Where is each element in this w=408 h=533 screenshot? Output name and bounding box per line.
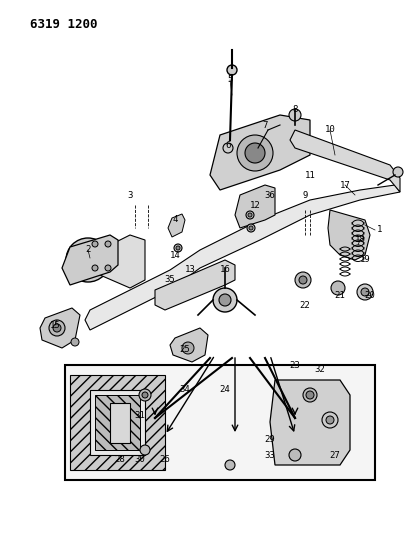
Circle shape xyxy=(219,294,231,306)
Polygon shape xyxy=(270,380,350,465)
Circle shape xyxy=(248,213,252,217)
Polygon shape xyxy=(40,308,80,348)
Text: 9: 9 xyxy=(302,190,308,199)
Text: 21: 21 xyxy=(335,290,346,300)
Circle shape xyxy=(227,65,237,75)
Circle shape xyxy=(105,241,111,247)
Circle shape xyxy=(92,241,98,247)
Polygon shape xyxy=(290,130,400,192)
Polygon shape xyxy=(168,214,185,237)
Circle shape xyxy=(74,246,102,274)
Circle shape xyxy=(173,224,181,232)
Polygon shape xyxy=(328,210,370,260)
Text: 17: 17 xyxy=(339,181,350,190)
Circle shape xyxy=(331,281,345,295)
Bar xyxy=(70,375,165,470)
Text: 13: 13 xyxy=(185,265,195,274)
Circle shape xyxy=(92,265,98,271)
Circle shape xyxy=(66,238,110,282)
Circle shape xyxy=(142,392,148,398)
Text: 32: 32 xyxy=(315,366,325,375)
Polygon shape xyxy=(100,235,145,288)
Circle shape xyxy=(49,320,65,336)
Text: 30: 30 xyxy=(135,456,145,464)
Text: 6319 1200: 6319 1200 xyxy=(30,18,98,31)
Circle shape xyxy=(289,449,301,461)
Circle shape xyxy=(326,416,334,424)
Circle shape xyxy=(174,244,182,252)
Text: 14: 14 xyxy=(170,251,180,260)
Polygon shape xyxy=(210,115,310,190)
Text: 24: 24 xyxy=(220,385,231,394)
Circle shape xyxy=(299,276,307,284)
Text: 16: 16 xyxy=(220,265,231,274)
Text: 19: 19 xyxy=(359,255,370,264)
Circle shape xyxy=(105,265,111,271)
Circle shape xyxy=(393,167,403,177)
Text: 29: 29 xyxy=(265,435,275,445)
Text: 2: 2 xyxy=(85,246,91,254)
Circle shape xyxy=(213,288,237,312)
Text: 34: 34 xyxy=(180,385,191,394)
Text: 28: 28 xyxy=(115,456,125,464)
Circle shape xyxy=(71,338,79,346)
Circle shape xyxy=(139,389,151,401)
Text: 20: 20 xyxy=(365,290,375,300)
Polygon shape xyxy=(235,185,275,228)
Text: 23: 23 xyxy=(290,360,300,369)
Text: 4: 4 xyxy=(172,215,178,224)
Circle shape xyxy=(306,391,314,399)
Circle shape xyxy=(175,226,179,230)
Polygon shape xyxy=(155,260,235,310)
Circle shape xyxy=(246,211,254,219)
Text: 3: 3 xyxy=(127,190,133,199)
Circle shape xyxy=(53,324,61,332)
Bar xyxy=(95,395,140,450)
Circle shape xyxy=(361,288,369,296)
Polygon shape xyxy=(85,185,400,330)
Text: 11: 11 xyxy=(305,171,315,180)
Text: 27: 27 xyxy=(330,450,340,459)
Circle shape xyxy=(82,254,94,266)
Text: 6: 6 xyxy=(225,141,231,149)
Circle shape xyxy=(289,109,301,121)
Circle shape xyxy=(245,143,265,163)
Polygon shape xyxy=(62,235,118,285)
Circle shape xyxy=(295,272,311,288)
Text: 15: 15 xyxy=(50,320,60,329)
Text: 7: 7 xyxy=(262,120,268,130)
Bar xyxy=(90,390,145,455)
Circle shape xyxy=(176,246,180,250)
Circle shape xyxy=(357,284,373,300)
Text: 36: 36 xyxy=(265,190,275,199)
Circle shape xyxy=(247,224,255,232)
Text: 5: 5 xyxy=(227,76,233,85)
Text: 22: 22 xyxy=(299,301,310,310)
Circle shape xyxy=(225,460,235,470)
Text: 18: 18 xyxy=(355,236,366,245)
Text: 12: 12 xyxy=(250,200,260,209)
Polygon shape xyxy=(170,328,208,362)
Text: 33: 33 xyxy=(265,450,275,459)
Circle shape xyxy=(223,143,233,153)
Bar xyxy=(65,365,375,480)
Circle shape xyxy=(303,388,317,402)
Text: 1: 1 xyxy=(377,225,383,235)
Circle shape xyxy=(140,445,150,455)
Text: 35: 35 xyxy=(164,276,175,285)
Bar xyxy=(110,403,130,443)
Circle shape xyxy=(182,342,194,354)
Text: 25: 25 xyxy=(180,345,191,354)
Text: 26: 26 xyxy=(160,456,171,464)
Circle shape xyxy=(249,226,253,230)
Text: 10: 10 xyxy=(325,125,335,134)
Circle shape xyxy=(322,412,338,428)
Text: 8: 8 xyxy=(292,106,298,115)
Text: 31: 31 xyxy=(135,410,145,419)
Circle shape xyxy=(237,135,273,171)
